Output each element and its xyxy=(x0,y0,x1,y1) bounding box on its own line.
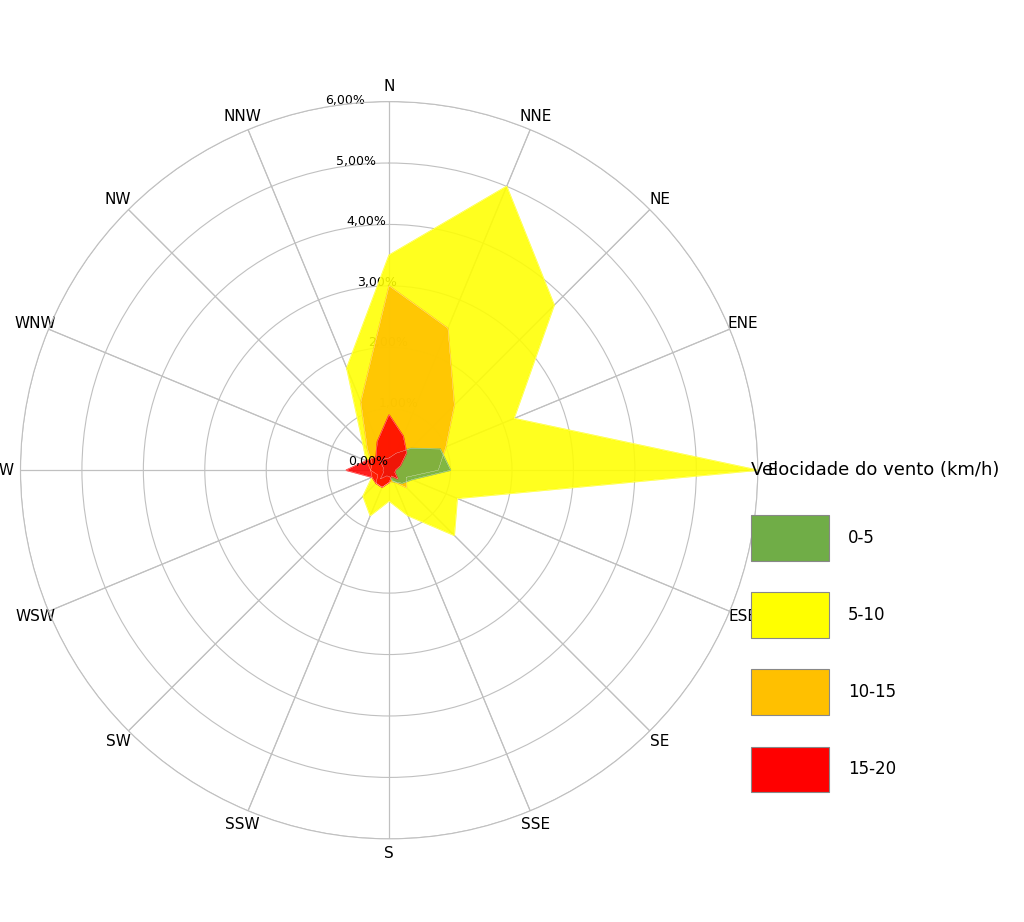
Polygon shape xyxy=(360,286,455,488)
Text: 0,00%: 0,00% xyxy=(348,455,388,467)
FancyBboxPatch shape xyxy=(751,515,828,561)
Polygon shape xyxy=(346,415,407,487)
FancyBboxPatch shape xyxy=(751,669,828,715)
Text: 5-10: 5-10 xyxy=(848,606,886,624)
FancyBboxPatch shape xyxy=(751,747,828,792)
Text: Velocidade do vento (km/h): Velocidade do vento (km/h) xyxy=(751,461,999,479)
Polygon shape xyxy=(347,186,758,536)
Text: 0-5: 0-5 xyxy=(848,529,874,547)
FancyBboxPatch shape xyxy=(751,593,828,638)
Text: 15-20: 15-20 xyxy=(848,761,896,778)
Text: 10-15: 10-15 xyxy=(848,683,896,702)
Polygon shape xyxy=(381,448,451,483)
